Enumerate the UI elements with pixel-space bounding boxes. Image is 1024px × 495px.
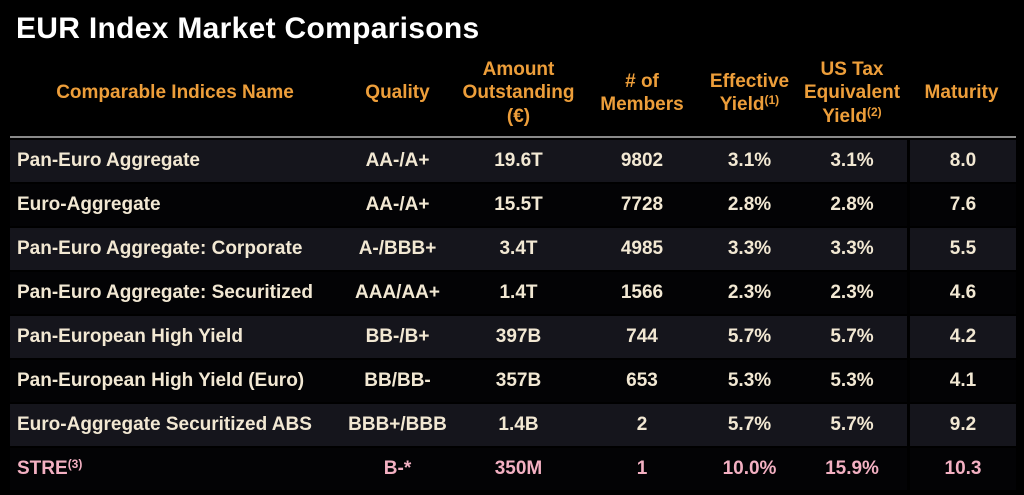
cell-maturity: 8.0 — [907, 140, 1016, 182]
cell-members: 1566 — [620, 282, 664, 303]
cell-quality: B-* — [383, 458, 412, 479]
cell-amount-outstanding: 3.4T — [499, 238, 538, 259]
cell-index-name: Pan-Euro Aggregate: Securitized — [17, 282, 313, 303]
cell-members: 744 — [626, 326, 658, 347]
cell-maturity: 5.5 — [907, 228, 1016, 270]
table-row: Pan-Euro Aggregate AA-/A+ 19.6T 9802 3.1… — [10, 138, 1016, 182]
cell-index-name: Euro-Aggregate Securitized ABS — [17, 414, 312, 435]
cell-effective-yield: 10.0% — [722, 458, 777, 479]
cell-us-tax-equivalent-yield: 3.3% — [830, 238, 874, 259]
cell-quality: AAA/AA+ — [355, 282, 440, 303]
column-header-amount-outstanding: Amount Outstanding (€) — [462, 59, 575, 127]
cell-quality: BB-/B+ — [365, 326, 430, 347]
cell-maturity: 4.2 — [907, 316, 1016, 358]
header-divider-line — [10, 136, 1016, 138]
column-header-quality: Quality — [365, 82, 430, 104]
cell-us-tax-equivalent-yield: 5.7% — [830, 326, 874, 347]
column-header-effective-yield: Effective Yield(1) — [709, 70, 790, 115]
column-header-us-tax-equivalent-yield: US Tax Equivalent Yield(2) — [803, 59, 901, 127]
column-header-maturity: Maturity — [924, 82, 999, 104]
cell-members: 653 — [626, 370, 658, 391]
cell-us-tax-equivalent-yield: 5.3% — [830, 370, 874, 391]
cell-us-tax-equivalent-yield: 2.3% — [830, 282, 874, 303]
cell-effective-yield: 2.8% — [727, 194, 772, 215]
cell-members: 9802 — [620, 150, 664, 171]
cell-index-name: Pan-European High Yield — [17, 326, 243, 347]
table-header-row: Comparable Indices Name Quality Amount O… — [10, 50, 1016, 136]
cell-index-name: Pan-European High Yield (Euro) — [17, 370, 305, 391]
cell-maturity: 4.1 — [907, 360, 1016, 402]
cell-maturity: 9.2 — [907, 404, 1016, 446]
table-row: Pan-Euro Aggregate: Securitized AAA/AA+ … — [10, 270, 1016, 314]
comparison-table: Comparable Indices Name Quality Amount O… — [10, 50, 1016, 490]
cell-index-name: Pan-Euro Aggregate — [17, 150, 200, 171]
table-row: Pan-European High Yield (Euro) BB/BB- 35… — [10, 358, 1016, 402]
cell-us-tax-equivalent-yield: 15.9% — [825, 458, 879, 479]
cell-quality: BB/BB- — [364, 370, 431, 391]
cell-members: 2 — [636, 414, 648, 435]
cell-amount-outstanding: 19.6T — [494, 150, 543, 171]
page-title: EUR Index Market Comparisons — [16, 12, 480, 45]
cell-members: 7728 — [620, 194, 664, 215]
cell-amount-outstanding: 357B — [495, 370, 542, 391]
cell-members: 4985 — [620, 238, 664, 259]
cell-us-tax-equivalent-yield: 3.1% — [830, 150, 874, 171]
cell-amount-outstanding: 1.4B — [498, 414, 539, 435]
table-row: Euro-Aggregate Securitized ABS BBB+/BBB … — [10, 402, 1016, 446]
cell-effective-yield: 5.3% — [727, 370, 772, 391]
cell-effective-yield: 5.7% — [727, 326, 772, 347]
table-row: Euro-Aggregate AA-/A+ 15.5T 7728 2.8% 2.… — [10, 182, 1016, 226]
cell-amount-outstanding: 1.4T — [499, 282, 538, 303]
table-row: Pan-European High Yield BB-/B+ 397B 744 … — [10, 314, 1016, 358]
cell-us-tax-equivalent-yield: 5.7% — [830, 414, 874, 435]
cell-index-name: Pan-Euro Aggregate: Corporate — [17, 238, 303, 259]
cell-maturity: 4.6 — [907, 272, 1016, 314]
cell-effective-yield: 2.3% — [727, 282, 772, 303]
cell-us-tax-equivalent-yield: 2.8% — [830, 194, 874, 215]
cell-quality: BBB+/BBB — [348, 414, 447, 435]
column-header-comparable-indices-name: Comparable Indices Name — [56, 82, 294, 104]
column-header-number-of-members: # of Members — [600, 70, 684, 115]
cell-amount-outstanding: 397B — [495, 326, 542, 347]
cell-effective-yield: 3.3% — [727, 238, 772, 259]
cell-members: 1 — [636, 458, 648, 479]
cell-quality: AA-/A+ — [365, 150, 430, 171]
cell-maturity: 10.3 — [907, 448, 1016, 490]
cell-amount-outstanding: 350M — [494, 458, 543, 479]
cell-index-name: Euro-Aggregate — [17, 194, 161, 215]
cell-effective-yield: 5.7% — [727, 414, 772, 435]
table-row-highlighted: STRE(3) B-* 350M 1 10.0% 15.9% 10.3 — [10, 446, 1016, 490]
cell-amount-outstanding: 15.5T — [494, 194, 543, 215]
cell-quality: A-/BBB+ — [358, 238, 437, 259]
cell-effective-yield: 3.1% — [727, 150, 772, 171]
table-row: Pan-Euro Aggregate: Corporate A-/BBB+ 3.… — [10, 226, 1016, 270]
cell-quality: AA-/A+ — [365, 194, 430, 215]
cell-maturity: 7.6 — [907, 184, 1016, 226]
cell-index-name: STRE(3) — [17, 457, 83, 479]
